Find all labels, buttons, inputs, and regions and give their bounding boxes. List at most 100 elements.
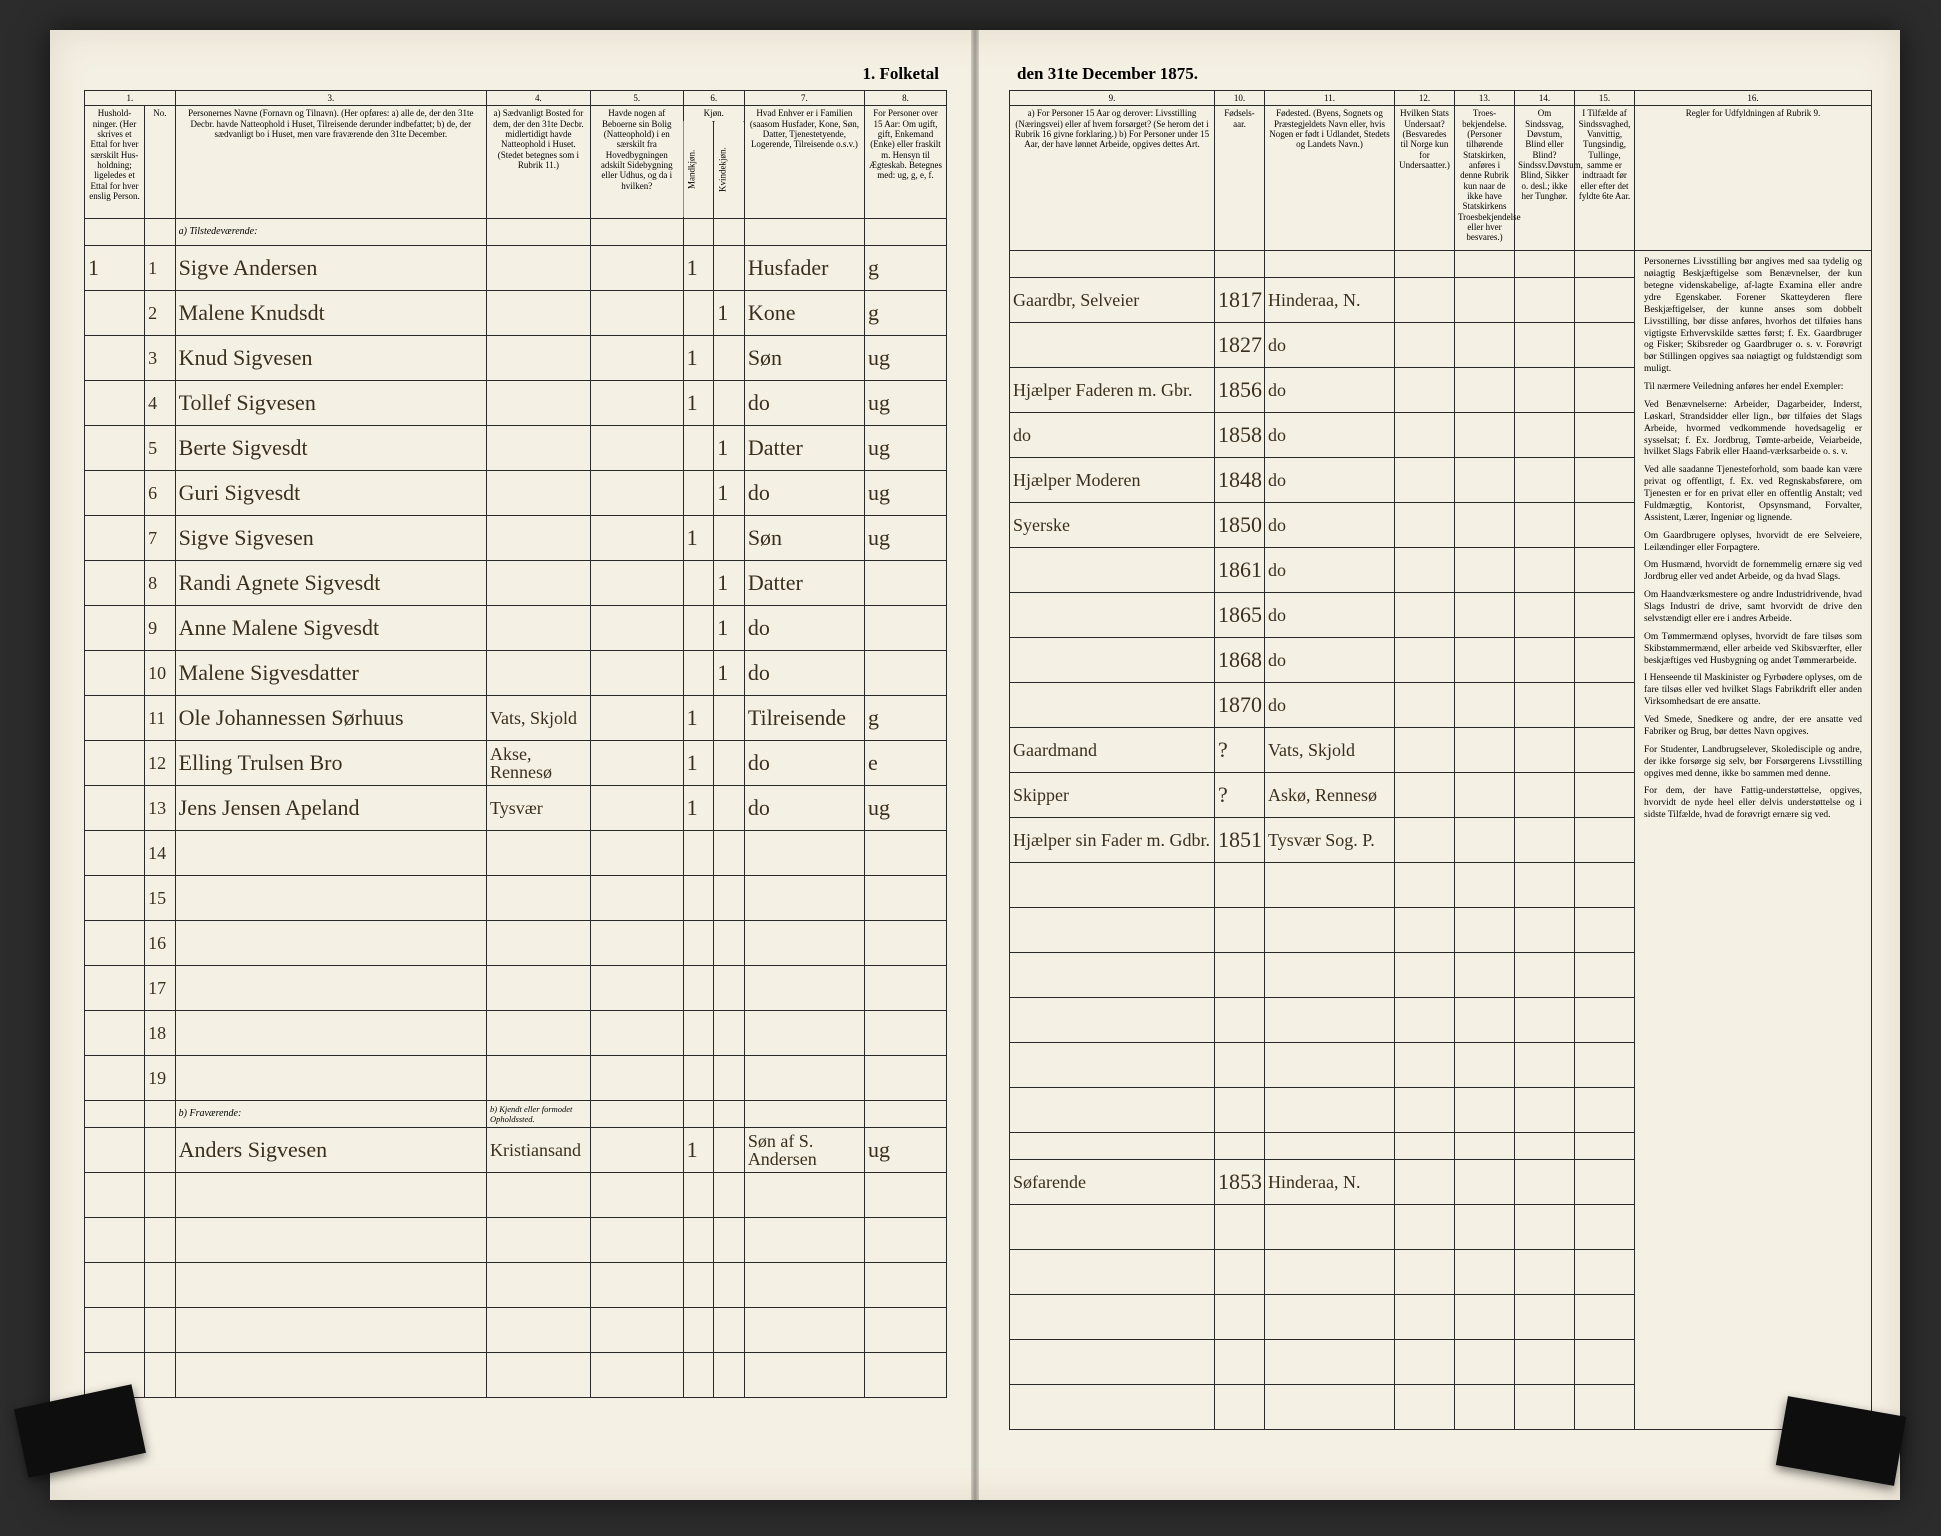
cell-hh	[85, 380, 145, 425]
cell-fst	[1265, 1340, 1395, 1385]
cell-15	[1575, 593, 1635, 638]
colnum-9: 9.	[1010, 91, 1215, 106]
cell-no: 19	[145, 1055, 176, 1100]
cell-k	[714, 1127, 745, 1172]
cell-stil	[1010, 593, 1215, 638]
cell-name: Berte Sigvesdt	[175, 425, 486, 470]
rules-cell: Personernes Livsstilling bør angives med…	[1635, 251, 1872, 1430]
cell-13	[1455, 728, 1515, 773]
census-table-left: 1. 3. 4. 5. 6. 7. 8. Hushold- ninger. (H…	[84, 90, 947, 1398]
cell-bldg	[590, 425, 683, 470]
cell-14	[1515, 683, 1575, 728]
cell-fst	[1265, 953, 1395, 998]
cell-no: 5	[145, 425, 176, 470]
rules-para: Om Tømmermænd oplyses, hvorvidt de fare …	[1644, 632, 1862, 668]
cell-no: 11	[145, 695, 176, 740]
cell-12	[1395, 1043, 1455, 1088]
cell-12	[1395, 1205, 1455, 1250]
colnum-15: 15.	[1575, 91, 1635, 106]
cell-15	[1575, 818, 1635, 863]
cell-aar	[1215, 1043, 1265, 1088]
cell-eg: ug	[864, 1127, 946, 1172]
hdr-c6k: Kvindekjøn.	[714, 121, 745, 218]
cell-k	[714, 695, 745, 740]
cell-fst: Tysvær Sog. P.	[1265, 818, 1395, 863]
cell-12	[1395, 503, 1455, 548]
cell-fst: do	[1265, 548, 1395, 593]
census-table-right: 9. 10. 11. 12. 13. 14. 15. 16. a) For Pe…	[1009, 90, 1872, 1430]
cell-bldg	[590, 605, 683, 650]
cell-12	[1395, 728, 1455, 773]
rules-text: Personernes Livsstilling bør angives med…	[1638, 253, 1868, 832]
cell-15	[1575, 413, 1635, 458]
cell-hh: 1	[85, 245, 145, 290]
cell-fst: do	[1265, 323, 1395, 368]
cell-14	[1515, 998, 1575, 1043]
cell-hh	[85, 1127, 145, 1172]
cell-15	[1575, 1250, 1635, 1295]
cell-15	[1575, 458, 1635, 503]
cell-k	[714, 335, 745, 380]
cell-14	[1515, 1088, 1575, 1133]
cell-stil	[1010, 1205, 1215, 1250]
cell-fam: Søn	[744, 335, 864, 380]
hdr-c12: Hvilken Stats Undersaat? (Besvaredes til…	[1395, 106, 1455, 251]
cell-m: 1	[683, 380, 714, 425]
cell-no: 6	[145, 470, 176, 515]
colnum-5: 5.	[590, 91, 683, 106]
cell-no: 12	[145, 740, 176, 785]
cell-15	[1575, 548, 1635, 593]
cell-fst	[1265, 998, 1395, 1043]
cell-stil	[1010, 323, 1215, 368]
cell-13	[1455, 1340, 1515, 1385]
cell-15	[1575, 278, 1635, 323]
table-row: 8Randi Agnete Sigvesdt1Datter	[85, 560, 947, 605]
cell-name: Ole Johannessen Sørhuus	[175, 695, 486, 740]
cell-res	[487, 515, 591, 560]
cell-stil	[1010, 863, 1215, 908]
cell-eg: ug	[864, 515, 946, 560]
table-row	[85, 1262, 947, 1307]
cell-eg: ug	[864, 380, 946, 425]
table-row: 16	[85, 920, 947, 965]
cell-fam: Husfader	[744, 245, 864, 290]
cell-15	[1575, 773, 1635, 818]
cell-fst: do	[1265, 593, 1395, 638]
cell-15	[1575, 1205, 1635, 1250]
cell-eg	[864, 605, 946, 650]
rules-para: I Henseende til Maskinister og Fyrbødere…	[1644, 673, 1862, 709]
hdr-c10: Fødsels-aar.	[1215, 106, 1265, 251]
cell-aar: 1856	[1215, 368, 1265, 413]
table-row: 9Anne Malene Sigvesdt1do	[85, 605, 947, 650]
cell-no: 18	[145, 1010, 176, 1055]
cell-14	[1515, 953, 1575, 998]
right-page: den 31te December 1875. 9. 10. 11. 12. 1…	[975, 30, 1900, 1500]
cell-name: Tollef Sigvesen	[175, 380, 486, 425]
rules-para: Personernes Livsstilling bør angives med…	[1644, 257, 1862, 376]
left-page: 1. Folketal 1. 3. 4. 5. 6. 7.	[50, 30, 975, 1500]
rules-para: For dem, der have Fattig-understøttelse,…	[1644, 786, 1862, 822]
cell-bldg	[590, 470, 683, 515]
cell-no: 9	[145, 605, 176, 650]
cell-eg	[864, 650, 946, 695]
cell-aar	[1215, 1385, 1265, 1430]
rules-para: Til nærmere Veiledning anføres her endel…	[1644, 382, 1862, 394]
cell-12	[1395, 1250, 1455, 1295]
cell-res	[487, 605, 591, 650]
cell-eg: ug	[864, 335, 946, 380]
hdr-c15: I Tilfælde af Sindssvaghed, Vanvittig, T…	[1575, 106, 1635, 251]
cell-13	[1455, 1250, 1515, 1295]
cell-bldg	[590, 650, 683, 695]
cell-no: 15	[145, 875, 176, 920]
rules-para: Ved Smede, Snedkere og andre, der ere an…	[1644, 715, 1862, 739]
cell-stil: Gaardmand	[1010, 728, 1215, 773]
cell-12	[1395, 998, 1455, 1043]
cell-aar	[1215, 1088, 1265, 1133]
table-row: 4Tollef Sigvesen1doug	[85, 380, 947, 425]
cell-13	[1455, 953, 1515, 998]
cell-aar: 1868	[1215, 638, 1265, 683]
cell-13	[1455, 638, 1515, 683]
cell-k	[714, 245, 745, 290]
table-row	[85, 1352, 947, 1397]
table-row: 18	[85, 1010, 947, 1055]
